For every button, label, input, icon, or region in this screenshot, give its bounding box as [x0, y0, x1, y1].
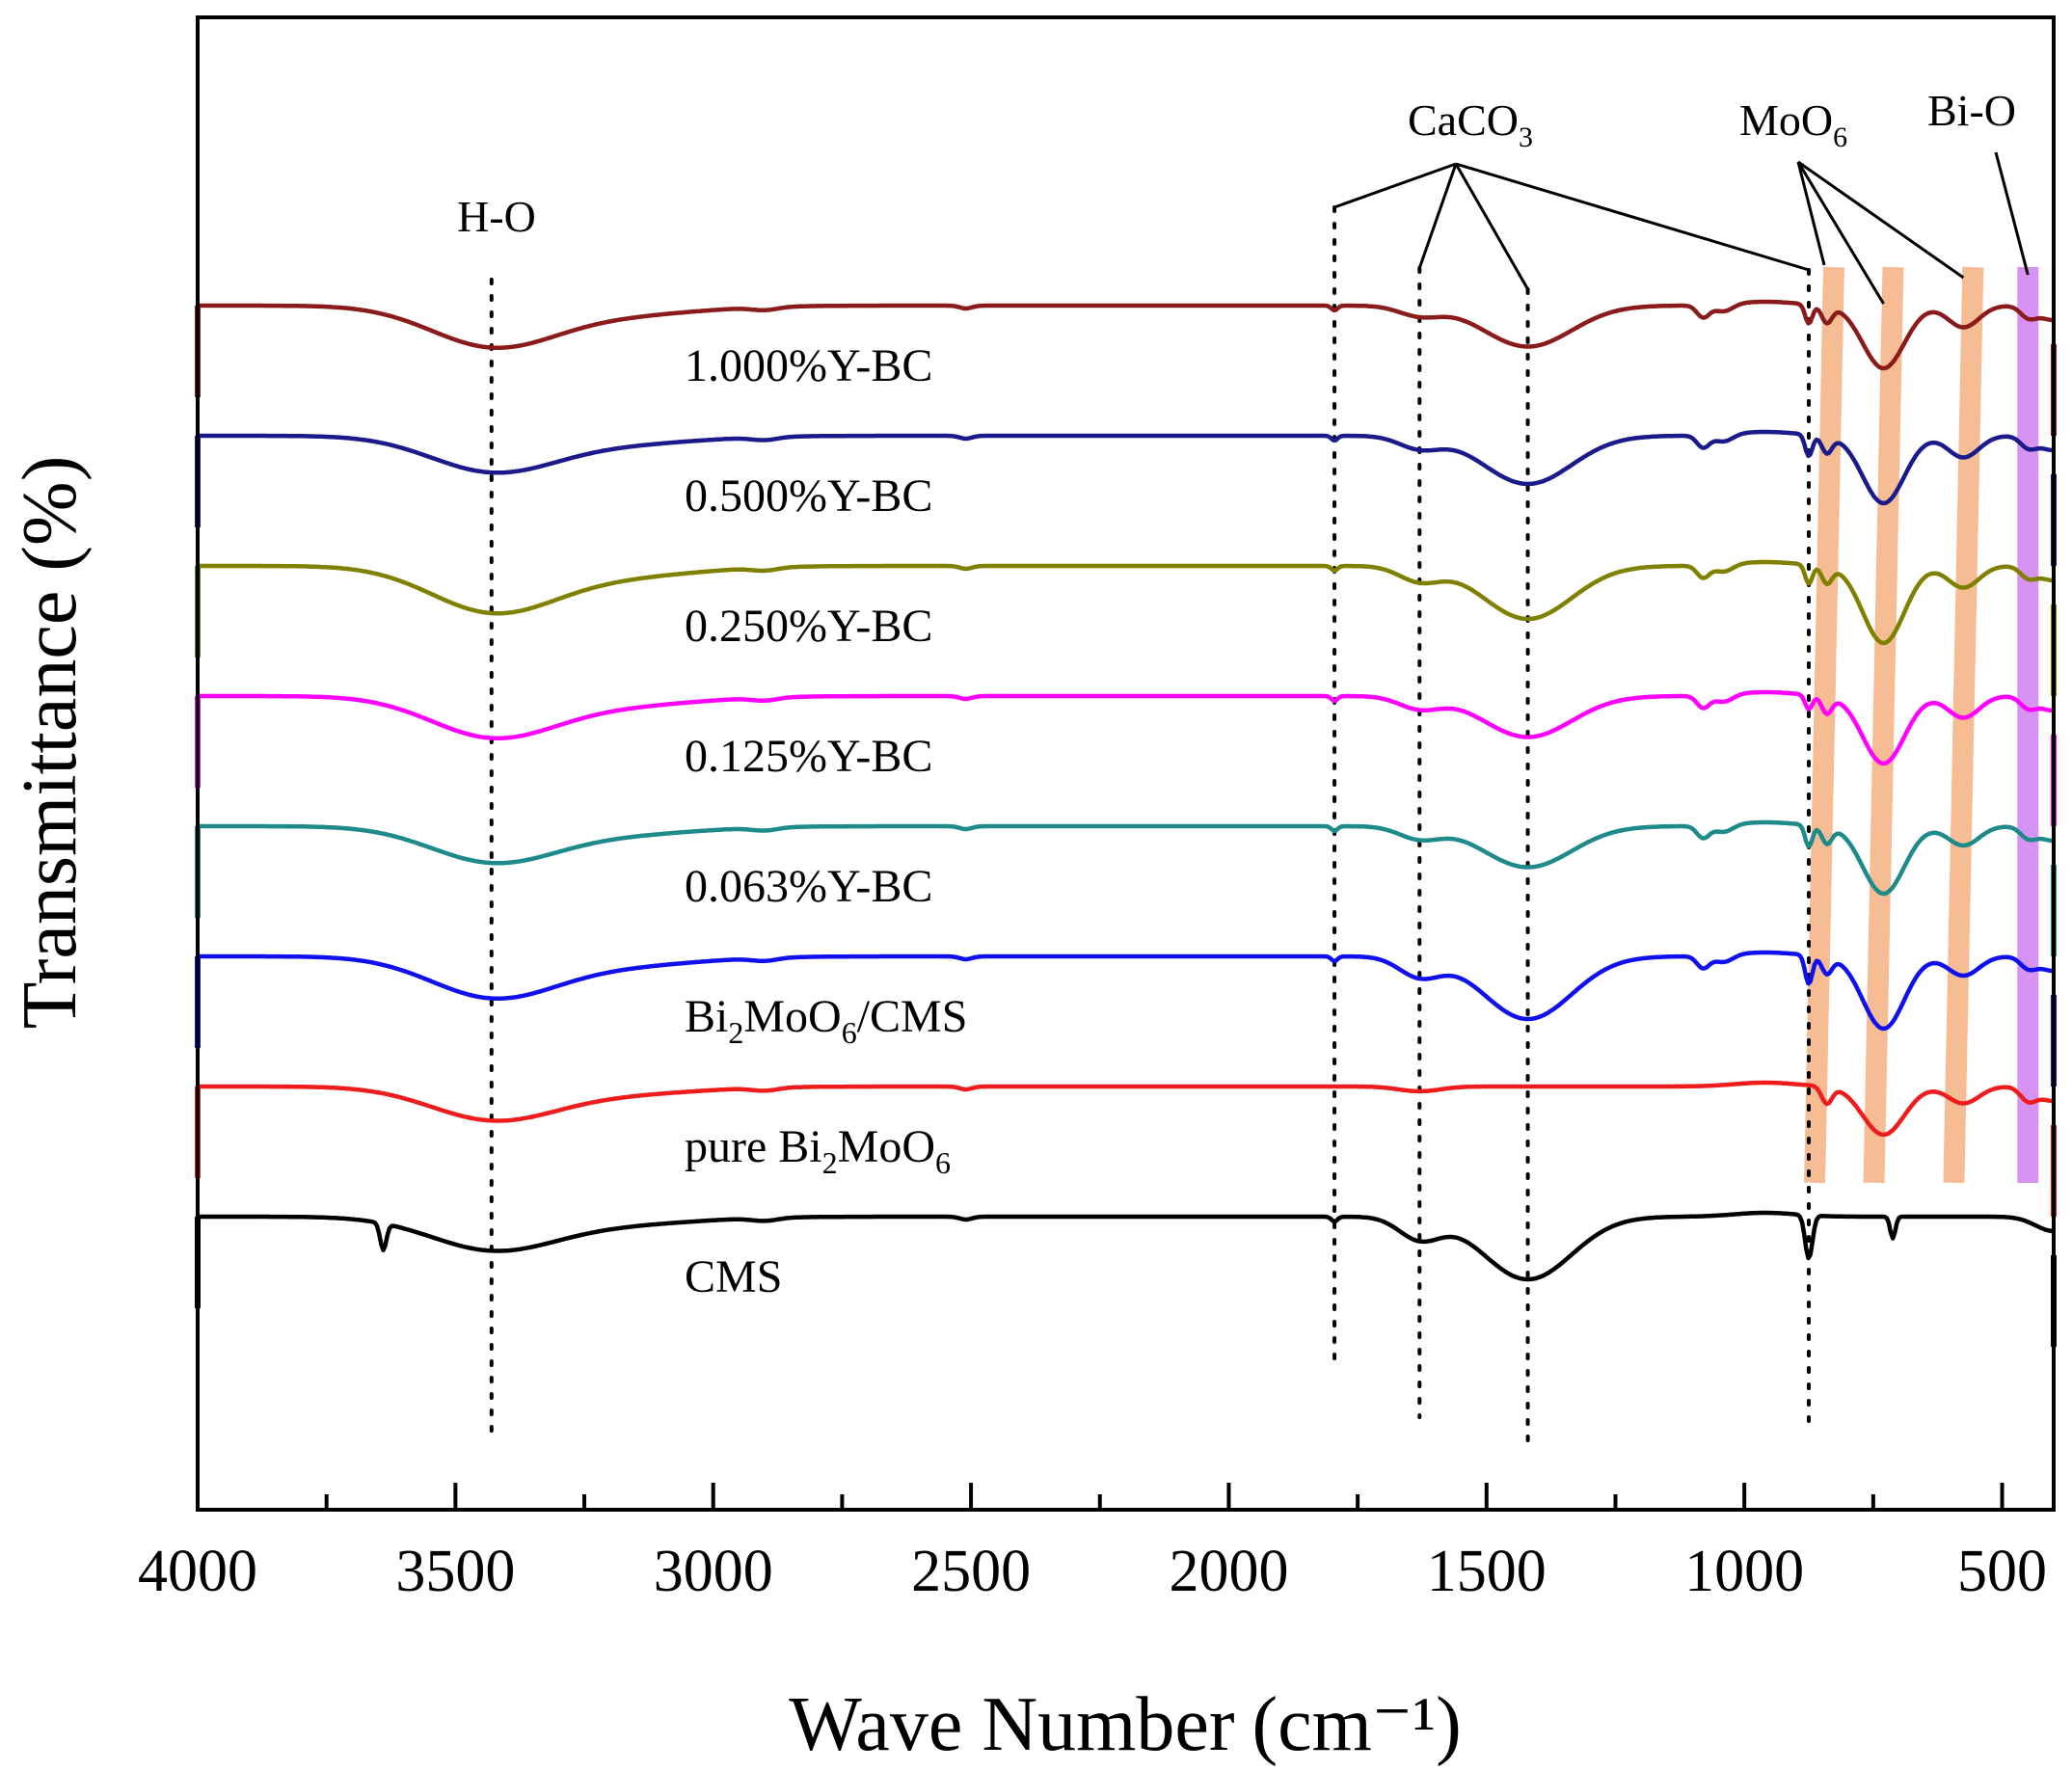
series-label-6: pure Bi2MoO6 — [685, 1121, 951, 1180]
annotation-pointer-2-2 — [1797, 160, 1965, 280]
series-line-4 — [197, 819, 2055, 897]
series-label-main: 0.250%Y-BC — [685, 601, 932, 652]
series-label-end: /CMS — [857, 991, 968, 1042]
x-tick-label-3500: 3500 — [395, 1539, 515, 1604]
series-label-tail: MoO — [838, 1121, 935, 1172]
x-axis-label-unit: (cm⁻¹) — [1252, 1682, 1462, 1767]
band-moo6-2 — [1943, 266, 1984, 1184]
annotation-sub: 3 — [1519, 121, 1533, 153]
series-label-main: pure Bi — [685, 1121, 822, 1172]
series-line-0 — [197, 299, 2055, 371]
series-label-1: 0.500%Y-BC — [685, 470, 932, 522]
annotation-main: MoO — [1739, 95, 1833, 145]
series-line-6 — [197, 1080, 2055, 1138]
series-label-main: 0.500%Y-BC — [685, 470, 932, 522]
x-tick-label-2000: 2000 — [1169, 1539, 1288, 1604]
peak-annotations: H-O CaCO3 MoO6 Bi-O — [457, 86, 2030, 305]
band-highlights — [1804, 266, 2039, 1184]
x-tick-label-1000: 1000 — [1684, 1539, 1804, 1604]
series-label-tail: MoO — [743, 991, 841, 1042]
series-line-5 — [197, 950, 2055, 1032]
series-label-sub2: 6 — [935, 1145, 951, 1180]
annotation-main: H-O — [457, 192, 536, 241]
series-line-3 — [197, 689, 2055, 766]
annotation-h-o: H-O — [457, 192, 536, 241]
series-label-4: 0.063%Y-BC — [685, 861, 932, 912]
x-tick-label-4000: 4000 — [138, 1539, 257, 1604]
series-label-main: 0.125%Y-BC — [685, 731, 932, 782]
y-axis-label: Transmittance (%) — [8, 456, 93, 1030]
annotation-pointer-1-2 — [1454, 163, 1529, 290]
annotation-pointer-3-0 — [1994, 151, 2030, 276]
annotation-moo6: MoO6 — [1739, 95, 1847, 153]
x-tick-label-3000: 3000 — [654, 1539, 773, 1604]
series-label-sub2: 6 — [842, 1015, 857, 1050]
x-axis-label-text: Wave Number — [789, 1682, 1234, 1767]
x-tick-label-1500: 1500 — [1427, 1539, 1547, 1604]
annotation-pointer-1-1 — [1417, 163, 1458, 269]
series-label-sub: 2 — [822, 1145, 838, 1180]
x-axis-label: Wave Number (cm⁻¹) — [789, 1682, 1462, 1767]
series-label-3: 0.125%Y-BC — [685, 731, 932, 782]
series-line-7 — [197, 1210, 2055, 1282]
annotation-pointer-1-0 — [1333, 162, 1457, 209]
series-label-5: Bi2MoO6/CMS — [685, 991, 967, 1050]
series-label-main: 1.000%Y-BC — [685, 340, 932, 391]
annotation-bi-o: Bi-O — [1927, 86, 2016, 135]
series-label-main: 0.063%Y-BC — [685, 861, 932, 912]
band-bi-o-3 — [2017, 267, 2039, 1183]
series-label-2: 0.250%Y-BC — [685, 601, 932, 652]
annotation-pointer-2-0 — [1796, 161, 1826, 266]
series-label-sub: 2 — [728, 1015, 743, 1050]
x-tick-label-500: 500 — [1957, 1539, 2047, 1604]
annotation-pointer-2-1 — [1796, 161, 1885, 305]
series-line-2 — [197, 559, 2055, 646]
annotation-main: CaCO — [1408, 95, 1519, 145]
series-label-main: CMS — [685, 1251, 782, 1302]
plot-frame — [196, 15, 2056, 1512]
annotation-pointer-1-3 — [1455, 162, 1810, 272]
x-tick-label-2500: 2500 — [911, 1539, 1031, 1604]
series-labels: 1.000%Y-BC 0.500%Y-BC 0.250%Y-BC 0.125%Y-BC… — [685, 340, 967, 1302]
series-label-7: CMS — [685, 1251, 782, 1302]
band-moo6-0 — [1804, 266, 1844, 1184]
x-ticks: 4000 3500 3000 2500 2000 1500 1000 500 — [138, 1483, 2047, 1604]
series-label-0: 1.000%Y-BC — [685, 340, 932, 391]
annotation-main: Bi-O — [1927, 86, 2016, 135]
series-line-1 — [197, 429, 2055, 506]
series-label-main: Bi — [685, 991, 728, 1042]
annotation-caco3: CaCO3 — [1408, 95, 1533, 153]
axes — [196, 15, 2056, 1512]
annotation-sub: 6 — [1833, 121, 1847, 153]
